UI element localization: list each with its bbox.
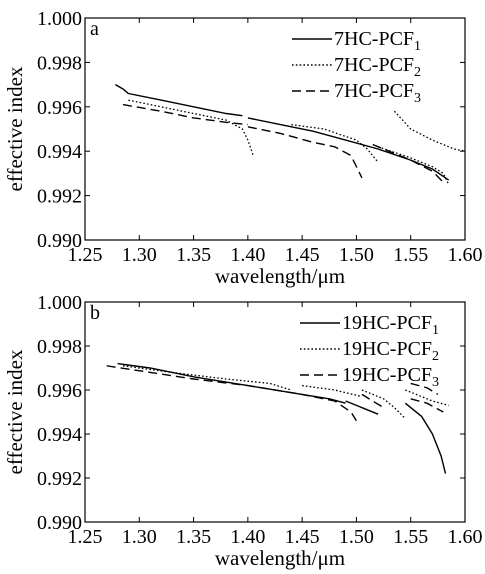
chart-panel-b: 1.25 1.30 1.35 1.40 1.45 1.50 1.55 1.60 0.990 0.9… (3, 292, 483, 570)
series-line-1 (404, 402, 447, 474)
x-tick-label: 1.45 (285, 526, 320, 548)
x-tick-label: 1.50 (339, 244, 374, 266)
legend-name: 7HC-PCF (334, 28, 414, 50)
legend-name: 7HC-PCF (334, 80, 414, 102)
series-line-1 (247, 117, 450, 181)
legend-entry-3: 7HC-PCF3 (334, 80, 421, 106)
plot-frame (84, 301, 466, 523)
chart-panel-a: 1.25 1.30 1.35 1.40 1.45 1.50 1.55 1.60 0.990 0.9… (3, 8, 483, 288)
legend-name: 19HC-PCF (342, 338, 432, 360)
panel-label: a (90, 18, 99, 40)
x-tick-label: 1.40 (230, 244, 265, 266)
x-tick-label: 1.25 (68, 526, 103, 548)
series-line-2 (393, 110, 466, 152)
y-tick-label: 0.998 (37, 52, 82, 74)
legend-subscript: 1 (432, 323, 439, 338)
panel-label: b (90, 302, 100, 324)
x-tick-label: 1.35 (176, 244, 211, 266)
x-tick-label: 1.30 (122, 244, 157, 266)
x-tick-label: 1.25 (68, 244, 103, 266)
legend-entry-3: 19HC-PCF3 (342, 364, 439, 390)
y-tick-label: 0.996 (37, 97, 82, 119)
series-line-2 (122, 365, 292, 391)
y-tick-label: 0.994 (37, 141, 82, 163)
x-tick-label: 1.60 (448, 526, 483, 548)
y-tick-label: 0.990 (37, 512, 82, 534)
x-tick-label: 1.55 (393, 526, 428, 548)
y-tick-label: 0.996 (37, 380, 82, 402)
y-tick-label: 0.992 (37, 468, 82, 490)
x-tick-label: 1.55 (393, 244, 428, 266)
legend-entry-1: 19HC-PCF1 (342, 312, 439, 338)
y-tick-label: 0.994 (37, 424, 82, 446)
series-line-3 (247, 126, 363, 179)
legend-subscript: 3 (414, 91, 421, 106)
series-line-1 (345, 400, 379, 415)
x-tick-label: 1.60 (448, 244, 483, 266)
x-tick-label: 1.50 (339, 526, 374, 548)
series-line-3 (122, 103, 248, 126)
y-tick-label: 0.992 (37, 186, 82, 208)
y-axis-title: effective index (3, 66, 27, 191)
legend-subscript: 2 (414, 65, 421, 80)
x-axis-title: wavelength/μm (215, 264, 345, 288)
legend-entry-2: 19HC-PCF2 (342, 338, 439, 364)
legend-name: 7HC-PCF (334, 54, 414, 76)
series-line-2 (128, 99, 254, 156)
series-line-3 (361, 393, 384, 409)
x-tick-label: 1.45 (285, 244, 320, 266)
legend-name: 19HC-PCF (342, 364, 432, 386)
series-line-2 (302, 384, 363, 398)
series-line-2 (377, 146, 450, 185)
legend-name: 19HC-PCF (342, 312, 432, 334)
series-line-3 (410, 398, 444, 413)
y-tick-label: 0.990 (37, 230, 82, 252)
series-line-3 (106, 365, 357, 422)
legend-subscript: 1 (414, 39, 421, 54)
legend-entry-2: 7HC-PCF2 (334, 54, 421, 80)
y-axis-title: effective index (3, 349, 27, 474)
series-line-2 (291, 123, 379, 163)
legend-subscript: 2 (432, 349, 439, 364)
legend-subscript: 3 (432, 375, 439, 390)
x-tick-label: 1.30 (122, 526, 157, 548)
series-line-3 (410, 382, 439, 395)
x-tick-label: 1.40 (230, 526, 265, 548)
y-tick-label: 0.998 (37, 336, 82, 358)
legend-entry-1: 7HC-PCF1 (334, 28, 421, 54)
series-line-3 (372, 143, 444, 183)
series-line-2 (361, 389, 406, 420)
series-line-2 (405, 389, 449, 407)
plot-frame (84, 17, 466, 241)
x-axis-title: wavelength/μm (215, 546, 345, 570)
y-tick-label: 1.000 (37, 8, 82, 30)
x-tick-label: 1.35 (176, 526, 211, 548)
series-line-1 (115, 83, 243, 117)
y-tick-label: 1.000 (37, 292, 82, 314)
